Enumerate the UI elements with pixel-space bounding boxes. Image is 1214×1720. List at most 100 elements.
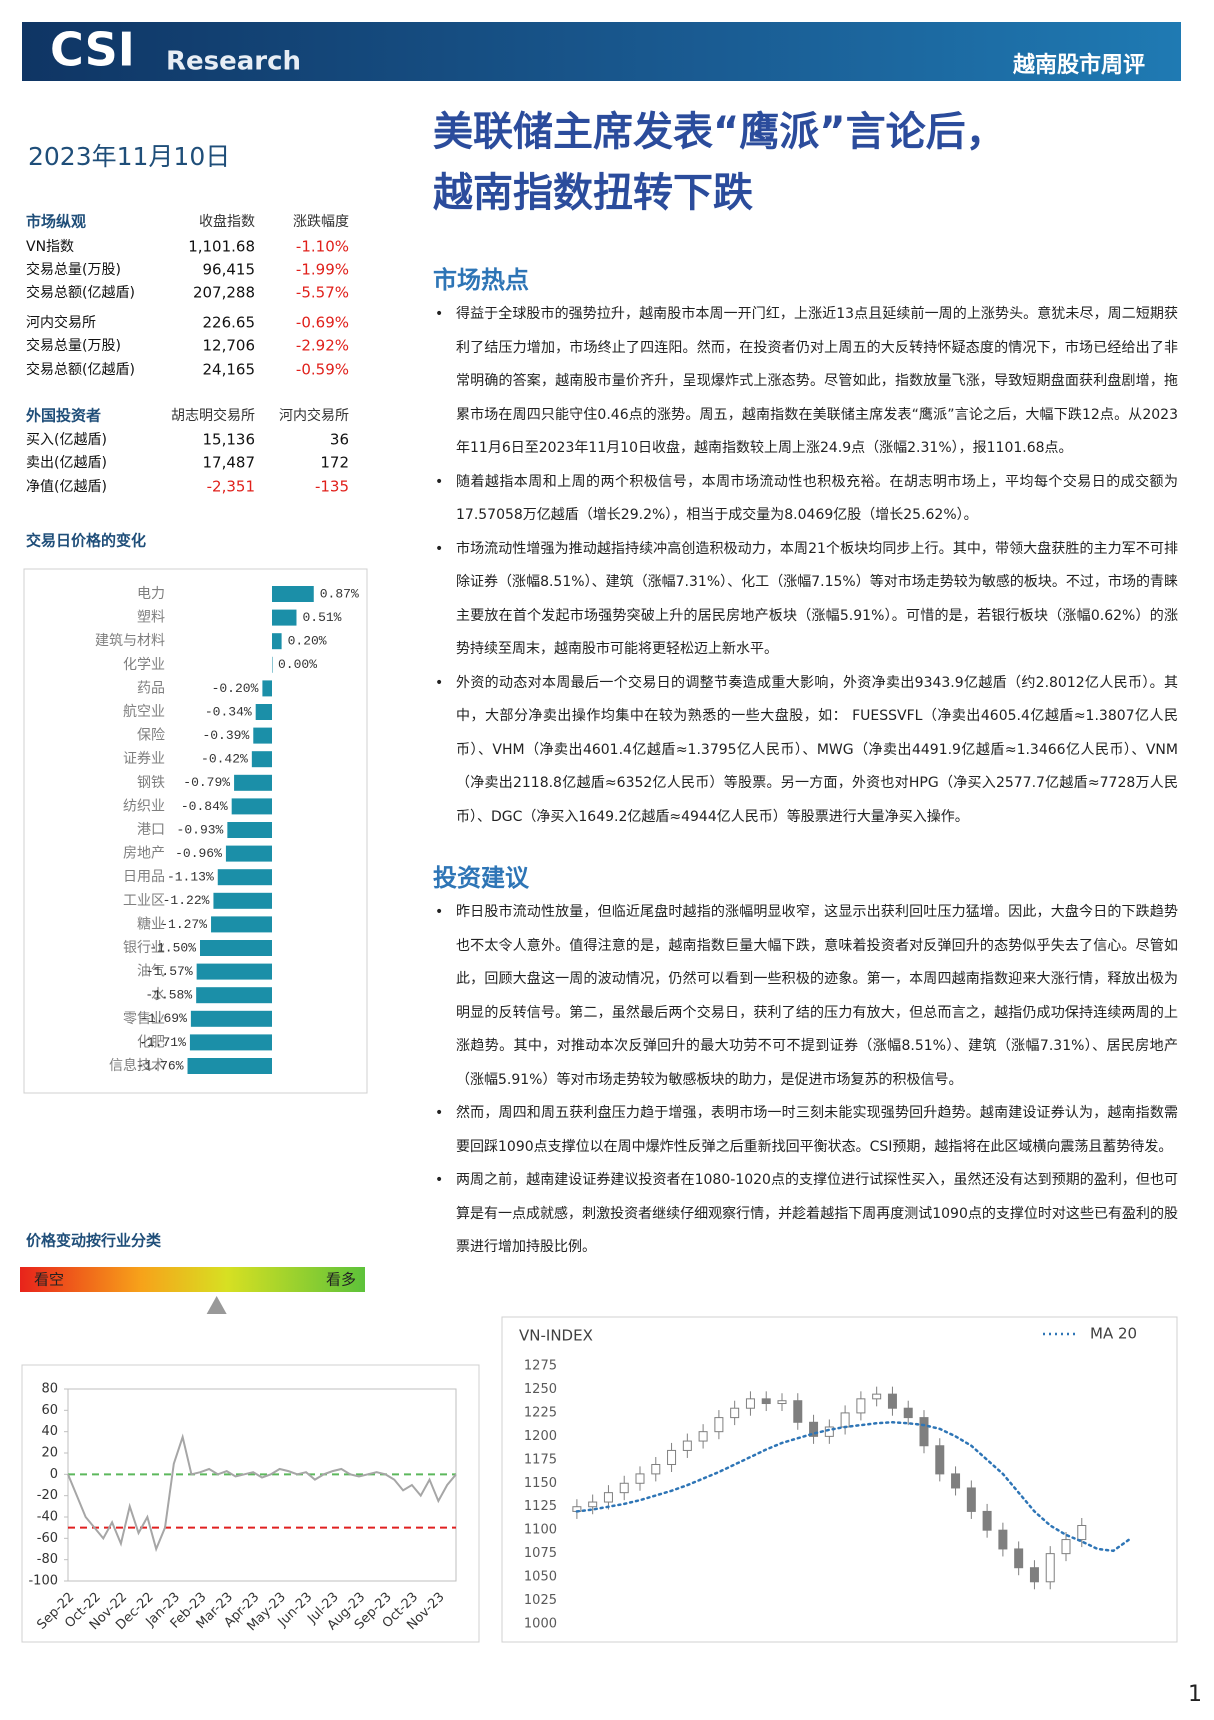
- category-label: 保险: [137, 728, 165, 744]
- chart-title: VN-INDEX: [519, 1327, 593, 1345]
- value-label: -0.34%: [205, 704, 252, 719]
- section-heading: 投资建议: [433, 864, 529, 892]
- bar: [272, 633, 282, 650]
- y-tick-label: -80: [37, 1552, 58, 1567]
- category-label: 证券业: [123, 751, 165, 767]
- bar: [189, 1034, 272, 1051]
- value-label: -1.76%: [137, 1058, 184, 1073]
- table-cell: 交易总量(万股): [26, 261, 121, 278]
- candle-body: [872, 1393, 882, 1400]
- table-header: 收盘指数: [199, 213, 255, 230]
- paragraph: 得益于全球股市的强势拉升，越南股市本周一开门红，上涨近13点且延续前一周的上涨势…: [433, 298, 1178, 466]
- category-label: 水: [151, 987, 165, 1003]
- bar: [262, 680, 272, 697]
- candle-body: [982, 1510, 992, 1531]
- y-tick-label: 20: [41, 1446, 58, 1461]
- table-cell: VN指数: [26, 239, 74, 255]
- y-tick-label: 1250: [524, 1382, 557, 1397]
- chart-title: 价格变动按行业分类: [26, 1232, 162, 1250]
- table-cell: 交易总额(亿越盾): [26, 284, 135, 301]
- candle-body: [730, 1407, 740, 1419]
- candle-body: [856, 1398, 866, 1414]
- value-label: -1.69%: [140, 1011, 187, 1026]
- section: 市场热点得益于全球股市的强势拉升，越南股市本周一开门红，上涨近13点且延续前一周…: [433, 262, 1178, 834]
- candle-body: [698, 1431, 708, 1442]
- y-tick-label: 1100: [524, 1523, 557, 1538]
- value-label: 0.87%: [320, 586, 359, 601]
- table-cell: 24,165: [203, 361, 256, 379]
- category-label: 化学业: [123, 657, 165, 673]
- bar: [272, 586, 314, 602]
- paragraph: 市场流动性增强为推动越指持续冲高创造积极动力，本周21个板块均同步上行。其中，带…: [433, 533, 1178, 667]
- y-tick-label: 1225: [524, 1405, 557, 1420]
- bar: [251, 751, 272, 768]
- paragraph: 外资的动态对本周最后一个交易日的调整节奏造成重大影响，外资净卖出9343.9亿越…: [433, 667, 1178, 835]
- category-label: 糖业: [137, 916, 165, 932]
- table-header: 市场纵观: [26, 213, 86, 231]
- table-header: 涨跌幅度: [293, 214, 349, 230]
- y-tick-label: 1200: [524, 1429, 557, 1444]
- value-label: -0.84%: [181, 799, 228, 814]
- category-label: 药品: [137, 680, 165, 696]
- paragraph: 随着越指本周和上周的两个积极信号，本周市场流动性也积极充裕。在胡志明市场上，平均…: [433, 466, 1178, 533]
- candle-body: [745, 1398, 755, 1409]
- category-label: 银行业: [123, 940, 165, 956]
- category-label: 航空业: [123, 704, 165, 720]
- value-label: -1.27%: [160, 917, 207, 932]
- candle-body: [1045, 1553, 1055, 1583]
- line-panel: [21, 1364, 480, 1643]
- bar: [200, 940, 272, 956]
- category-label: 塑料: [137, 610, 165, 626]
- table-cell: -1.99%: [296, 261, 349, 279]
- candle-body: [1061, 1539, 1071, 1555]
- value-label: -0.20%: [212, 681, 259, 696]
- y-tick-label: -40: [37, 1510, 58, 1525]
- category-label: 化肥: [137, 1034, 165, 1050]
- bullet-list: 昨日股市流动性放量，但临近尾盘时越指的涨幅明显收窄，这显示出获利回吐压力猛增。因…: [433, 896, 1178, 1265]
- value-label: -1.58%: [145, 988, 192, 1003]
- table-cell: -1.10%: [296, 238, 349, 256]
- candle-body: [919, 1417, 929, 1447]
- candle-panel: [501, 1316, 1178, 1643]
- plot-frame: [67, 1388, 457, 1582]
- table-cell: -135: [315, 478, 349, 496]
- table-cell: 207,288: [193, 284, 255, 302]
- value-label: -1.50%: [149, 940, 196, 955]
- table-header: 外国投资者: [25, 407, 101, 425]
- candle-body: [966, 1487, 976, 1512]
- header-bar: [22, 22, 1181, 81]
- table-cell: -5.57%: [296, 284, 349, 302]
- candle-body: [809, 1421, 819, 1437]
- category-label: 建筑与材料: [95, 633, 165, 649]
- table-cell: -2,351: [207, 478, 255, 496]
- table-cell: 卖出(亿越盾): [26, 455, 107, 471]
- y-tick-label: 40: [41, 1424, 58, 1439]
- value-label: -0.42%: [201, 752, 248, 767]
- y-tick-label: 60: [41, 1403, 58, 1418]
- candle-body: [998, 1529, 1008, 1550]
- candle-body: [951, 1473, 961, 1489]
- candle-body: [887, 1393, 897, 1409]
- table-cell: 净值(亿越盾): [26, 479, 107, 495]
- table-cell: 买入(亿越盾): [26, 432, 107, 448]
- bar: [213, 892, 272, 909]
- bar: [196, 963, 272, 980]
- bar: [231, 798, 272, 815]
- value-label: 0.00%: [278, 657, 317, 672]
- page-number: 1: [1188, 1682, 1202, 1707]
- category-label: 钢铁: [137, 775, 165, 791]
- bar: [187, 1058, 272, 1074]
- candle-body: [935, 1445, 945, 1475]
- gauge-label: 看多: [326, 1271, 356, 1289]
- category-label: 工业区: [123, 893, 165, 909]
- bullet-list: 得益于全球股市的强势拉升，越南股市本周一开门红，上涨近13点且延续前一周的上涨势…: [433, 298, 1178, 834]
- y-tick-label: -100: [28, 1574, 58, 1589]
- candle-body: [682, 1440, 692, 1451]
- value-label: 0.51%: [302, 610, 341, 625]
- value-label: -1.71%: [139, 1035, 186, 1050]
- brand-sub: Research: [166, 47, 301, 77]
- y-tick-label: 1175: [524, 1452, 557, 1467]
- section-heading: 市场热点: [433, 266, 529, 294]
